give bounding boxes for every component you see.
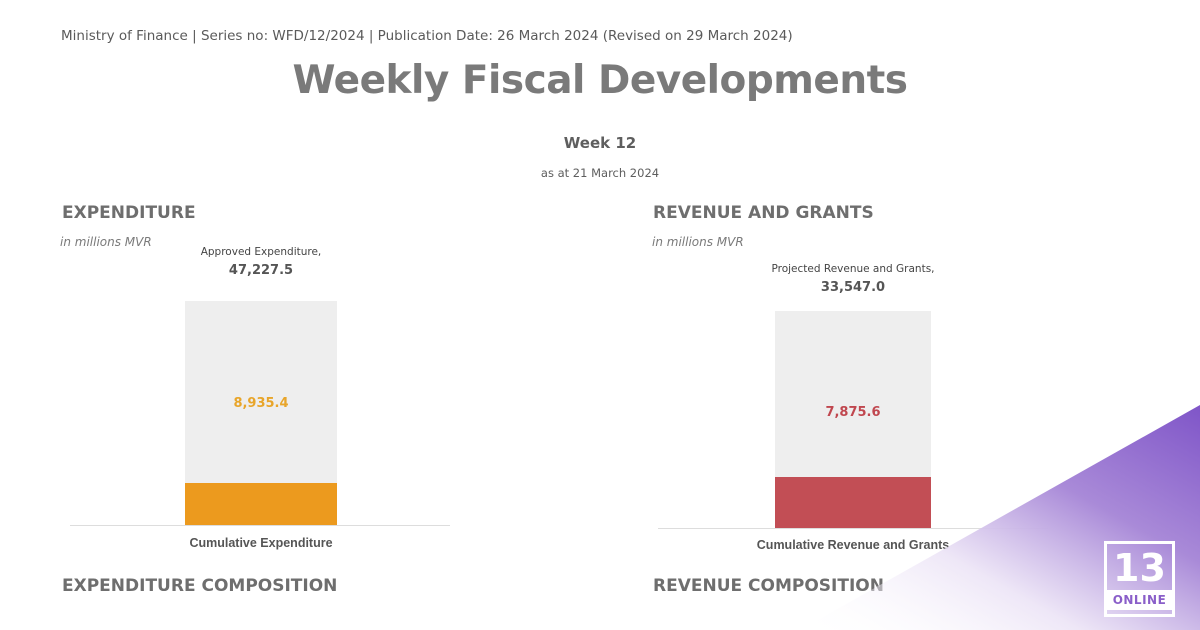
revenue-total-label: 33,547.0	[820, 280, 886, 295]
revenue-baseline	[658, 528, 1048, 529]
expenditure-total-caption: Approved Expenditure,	[200, 246, 322, 258]
revenue-total-caption: Projected Revenue and Grants,	[771, 263, 935, 275]
revenue-units: in millions MVR	[652, 235, 744, 249]
page-title: Weekly Fiscal Developments	[292, 58, 908, 103]
logo-number: 13	[1113, 546, 1166, 590]
revenue-bar	[775, 477, 931, 528]
expenditure-value-label: 8,935.4	[233, 396, 289, 411]
week-label: Week 12	[563, 134, 637, 152]
publication-info: Ministry of Finance | Series no: WFD/12/…	[61, 28, 793, 44]
expenditure-composition-title: EXPENDITURE COMPOSITION	[62, 576, 338, 596]
revenue-composition-title: REVENUE COMPOSITION	[653, 576, 884, 596]
revenue-axis-label: Cumulative Revenue and Grants	[756, 538, 950, 552]
expenditure-axis-label: Cumulative Expenditure	[189, 536, 333, 550]
expenditure-units: in millions MVR	[60, 235, 152, 249]
expenditure-title: EXPENDITURE	[62, 203, 196, 223]
channel-logo: 13 ONLINE	[1104, 541, 1175, 617]
expenditure-bar	[185, 482, 337, 525]
expenditure-baseline	[70, 525, 450, 526]
revenue-title: REVENUE AND GRANTS	[653, 203, 874, 223]
logo-word: ONLINE	[1107, 590, 1172, 610]
as-at-date: as at 21 March 2024	[540, 166, 660, 180]
revenue-value-label: 7,875.6	[825, 405, 881, 420]
expenditure-total-label: 47,227.5	[228, 263, 294, 278]
